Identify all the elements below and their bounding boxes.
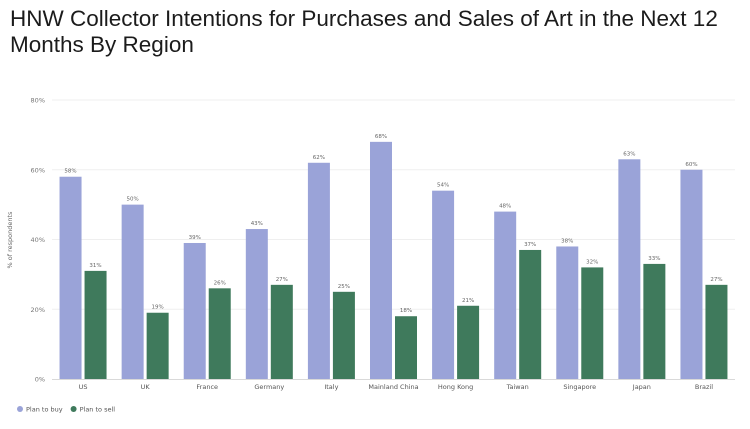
x-category-label: Singapore [563,383,596,391]
bar-plan-to-sell [84,270,107,379]
bar-plan-to-buy [183,242,206,379]
x-category-label: Italy [324,383,338,391]
x-axis-categories: US UK France Germany Italy Mainland China Hong… [79,383,714,391]
data-label: 31% [89,263,101,269]
bar-plan-to-buy [59,176,82,379]
y-tick-label: 60% [31,166,45,174]
legend-label: Plan to buy [26,405,63,413]
data-label: 62% [313,155,325,161]
y-axis-ticks: 0% 20% 40% 60% 80% [31,97,45,384]
data-label: 58% [64,169,76,175]
x-category-label: Taiwan [506,383,529,391]
bar-plan-to-sell [705,284,728,379]
data-label: 54% [437,183,449,189]
bar-plan-to-sell [208,288,231,379]
data-label: 19% [152,305,164,311]
legend-swatch [70,406,77,412]
bar-plan-to-sell [146,312,169,379]
bar-plan-to-sell [643,263,666,379]
bar-plan-to-sell [395,316,417,379]
data-labels: 58% 31% 50% 19% 39% 26% 43% 27% 62% 25% 68% 18% 54% 2… [64,134,722,314]
data-label: 27% [710,277,722,283]
bar-plan-to-sell [457,305,480,379]
legend-swatch [17,406,23,412]
data-label: 50% [127,197,139,203]
data-label: 48% [499,204,511,210]
bar-plan-to-buy [307,162,330,379]
x-category-label: Germany [254,383,284,391]
data-label: 39% [189,235,201,241]
bar-plan-to-sell [270,284,293,379]
bar-plan-to-buy [494,211,517,379]
bar-plan-to-sell [581,267,604,379]
x-category-label: US [79,383,88,391]
data-label: 27% [276,277,288,283]
y-tick-label: 0% [35,376,45,384]
data-label: 32% [586,259,598,265]
data-label: 38% [561,238,573,244]
bar-plan-to-buy [556,246,579,379]
chart-title: HNW Collector Intentions for Purchases a… [10,6,718,57]
bar-plan-to-buy [370,141,392,379]
y-axis-title: % of respondents [6,211,14,269]
data-label: 60% [685,162,697,168]
y-tick-label: 20% [31,306,45,314]
data-label: 43% [251,221,263,227]
data-label: 25% [338,284,350,290]
x-category-label: Japan [632,383,651,391]
x-category-label: UK [141,383,151,391]
legend-label: Plan to sell [80,405,116,413]
y-tick-label: 80% [31,97,45,105]
bar-plan-to-sell [332,291,355,379]
data-label: 33% [648,256,660,262]
data-label: 18% [400,308,412,314]
bar-plan-to-buy [618,159,641,379]
bar-plan-to-buy [680,169,703,379]
bar-plan-to-sell [519,249,542,379]
y-tick-label: 40% [31,236,45,244]
x-category-label: France [196,383,218,391]
data-label: 37% [524,242,536,248]
x-category-label: Brazil [695,383,713,391]
x-category-label: Mainland China [368,383,418,391]
data-label: 21% [462,298,474,304]
bar-plan-to-buy [432,190,455,379]
data-label: 68% [375,134,387,140]
bars [59,141,728,379]
data-label: 63% [623,151,635,157]
x-category-label: Hong Kong [438,383,473,391]
bar-plan-to-buy [121,204,144,379]
bar-plan-to-buy [245,229,268,379]
legend: Plan to buy Plan to sell [17,405,115,413]
data-label: 26% [214,280,226,286]
